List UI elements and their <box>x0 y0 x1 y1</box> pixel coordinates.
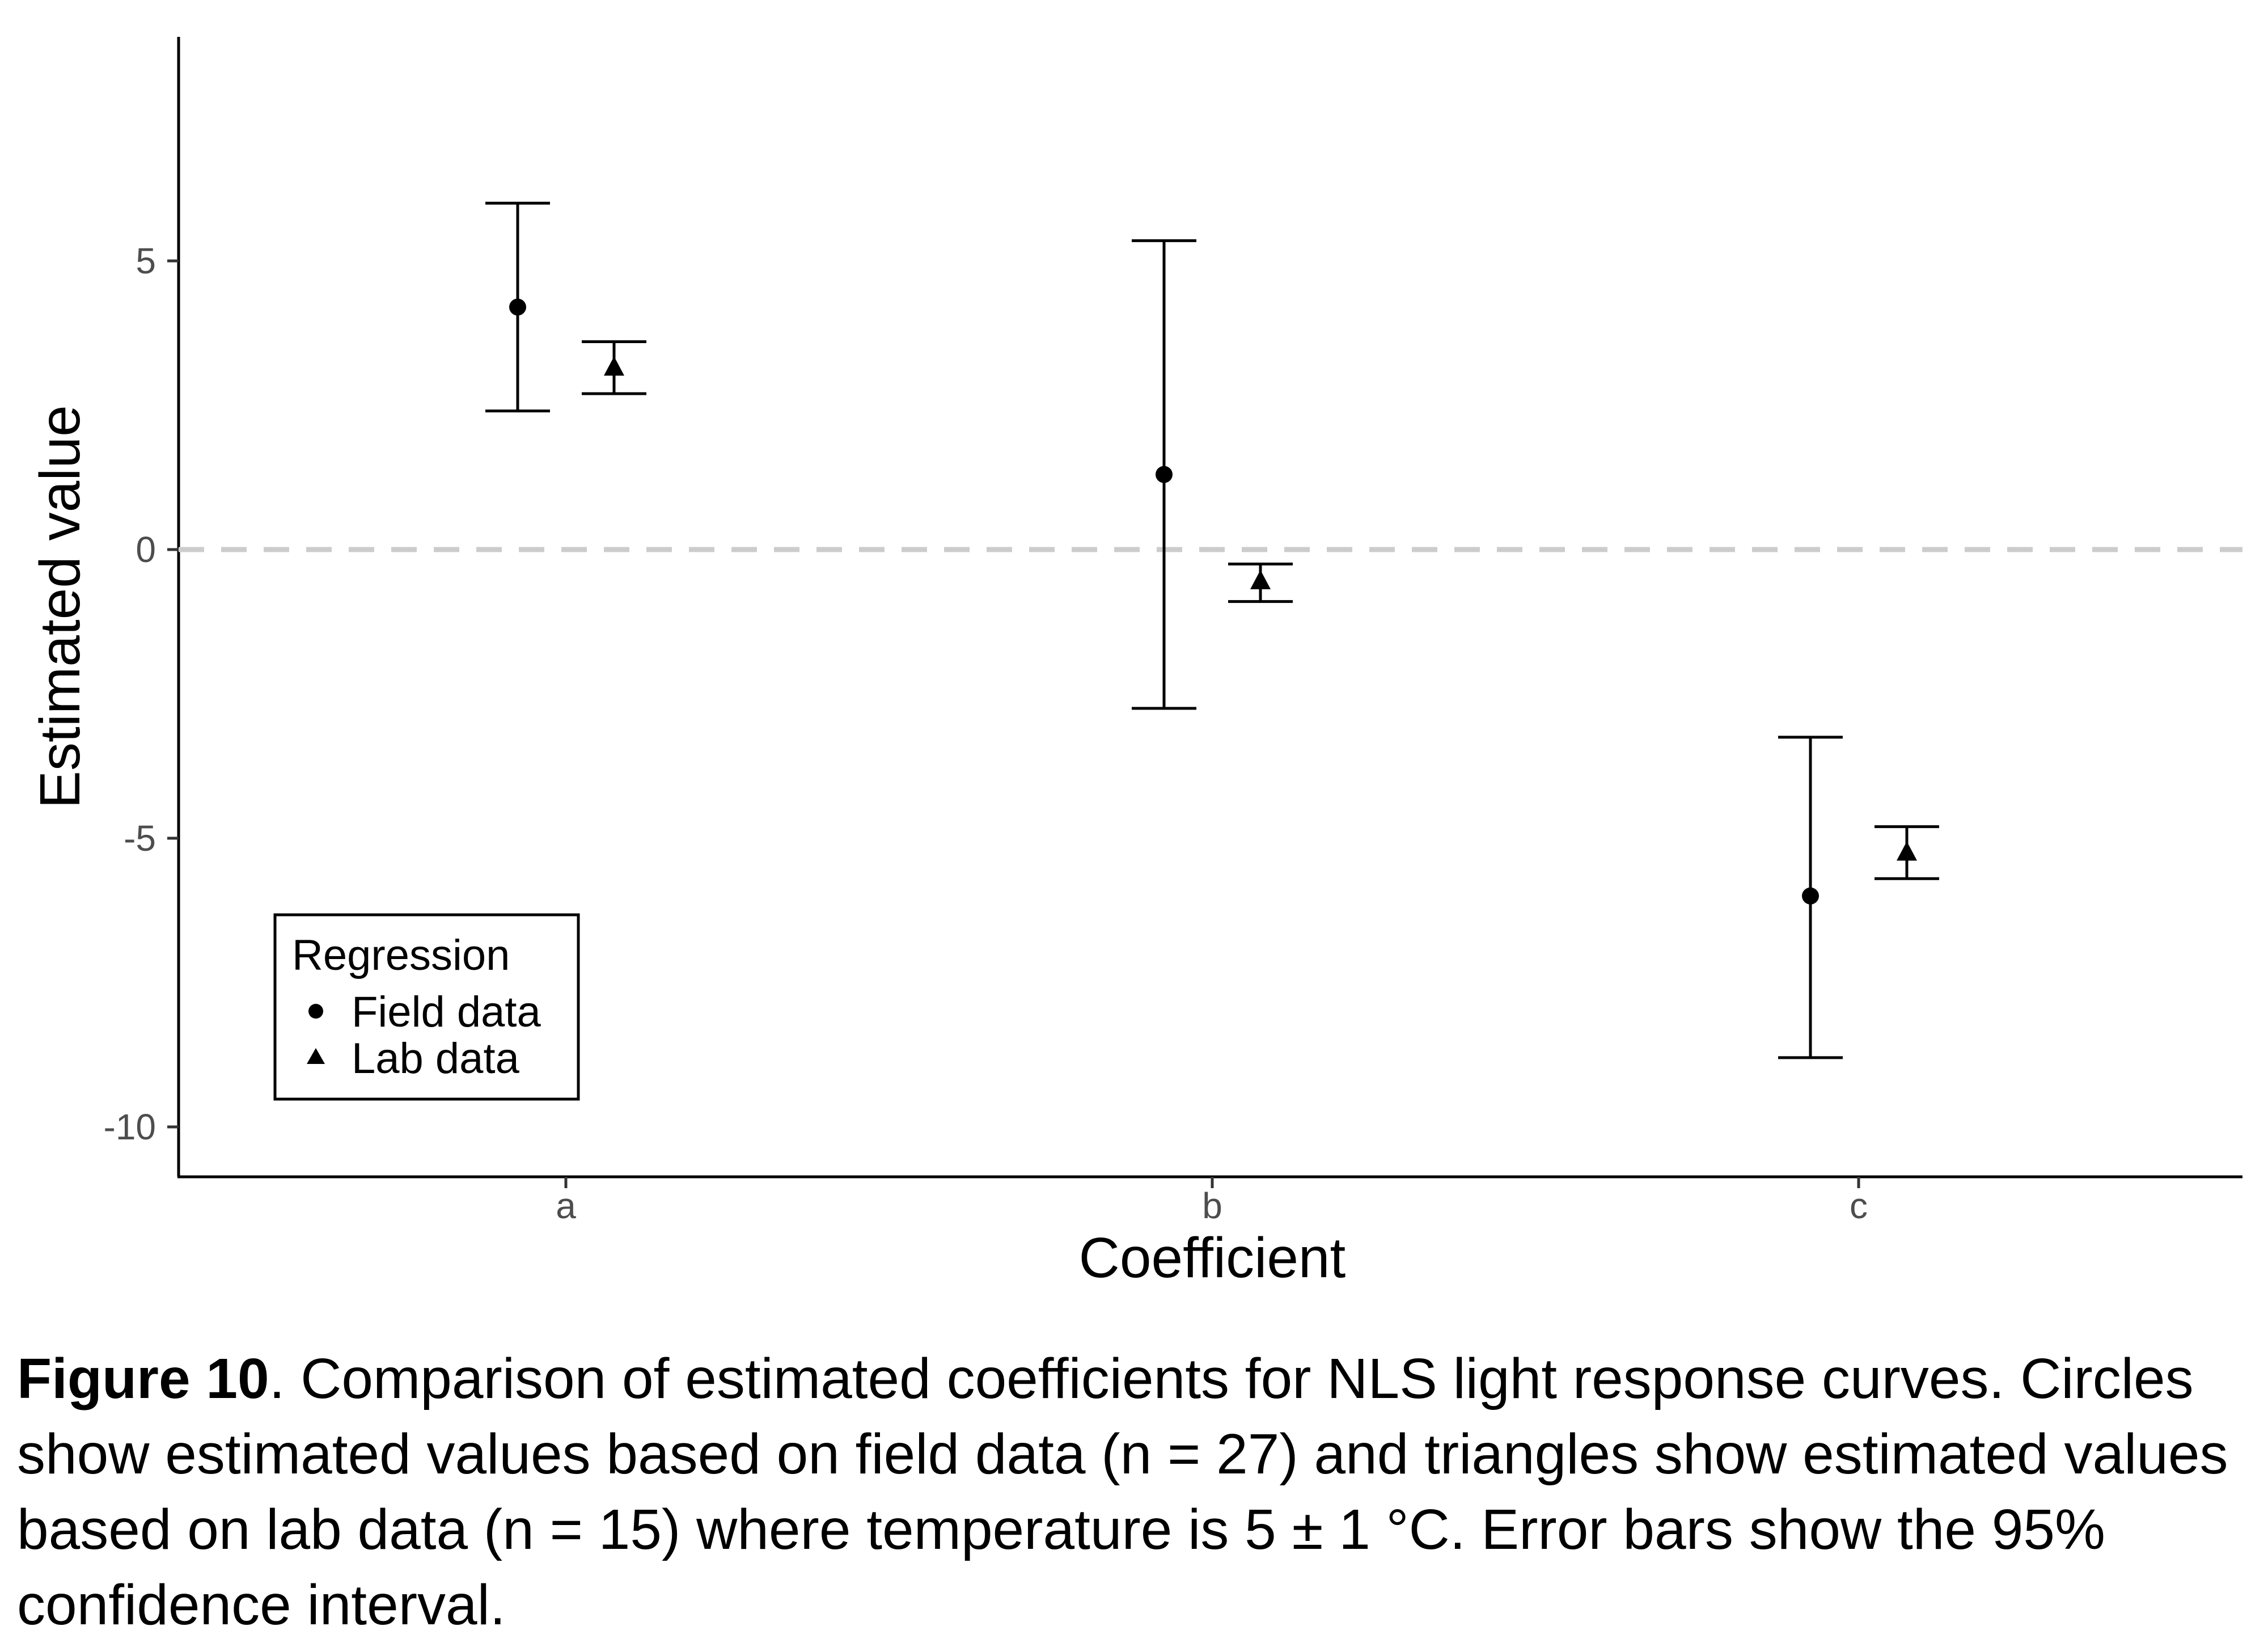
legend-label-lab: Lab data <box>352 1034 520 1083</box>
legend-title: Regression <box>292 931 510 979</box>
x-axis-title: Coefficient <box>1079 1226 1346 1290</box>
error-bars <box>485 201 1939 1059</box>
legend-label-field: Field data <box>352 988 541 1036</box>
caption-text: . Comparison of estimated coefficients f… <box>17 1347 2228 1637</box>
y-tick-label: -10 <box>104 1106 156 1147</box>
legend-box <box>273 913 580 1101</box>
lab-data-point <box>1897 841 1917 861</box>
legend: Regression Field data Lab data <box>273 913 580 1101</box>
legend-triangle-icon <box>307 1048 325 1064</box>
y-tick-label: -5 <box>124 818 156 859</box>
x-tick-label: a <box>556 1185 576 1226</box>
figure-caption: Figure 10. Comparison of estimated coeff… <box>17 1341 2251 1643</box>
field-data-point <box>1802 887 1819 905</box>
y-axis-title: Estimated value <box>28 405 92 808</box>
legend-circle-icon <box>308 1004 323 1019</box>
field-data-point <box>1156 466 1173 483</box>
x-ticks: a b c <box>556 1177 1868 1226</box>
y-tick-label: 0 <box>136 529 156 570</box>
y-tick-label: 5 <box>136 240 156 281</box>
field-data-point <box>509 298 526 316</box>
y-ticks: 5 0 -5 -10 <box>104 240 179 1147</box>
lab-data-point <box>1250 569 1271 589</box>
lab-data-point <box>604 356 624 376</box>
x-tick-label: c <box>1850 1185 1868 1226</box>
figure-label: Figure 10 <box>17 1347 269 1410</box>
x-tick-label: b <box>1202 1185 1222 1226</box>
